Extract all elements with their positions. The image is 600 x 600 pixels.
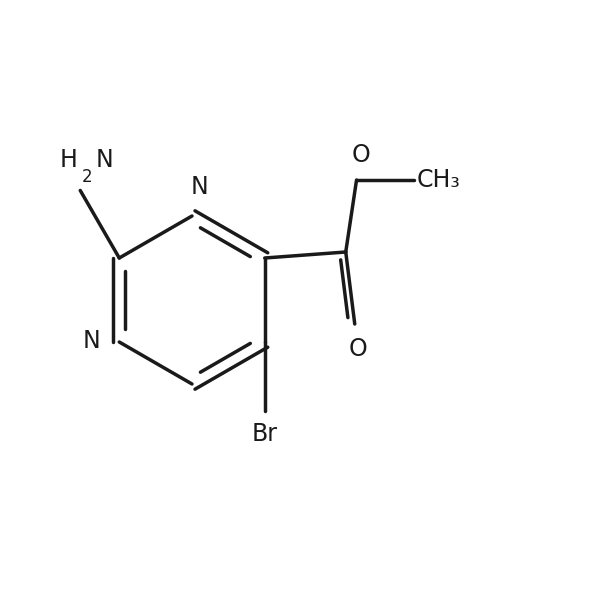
Text: N: N [82, 329, 100, 353]
Text: 2: 2 [82, 167, 92, 185]
Text: O: O [352, 143, 371, 167]
Text: CH₃: CH₃ [416, 168, 460, 192]
Text: N: N [190, 175, 208, 199]
Text: O: O [349, 337, 367, 361]
Text: H: H [59, 148, 77, 172]
Text: N: N [95, 148, 113, 172]
Text: Br: Br [252, 422, 278, 446]
